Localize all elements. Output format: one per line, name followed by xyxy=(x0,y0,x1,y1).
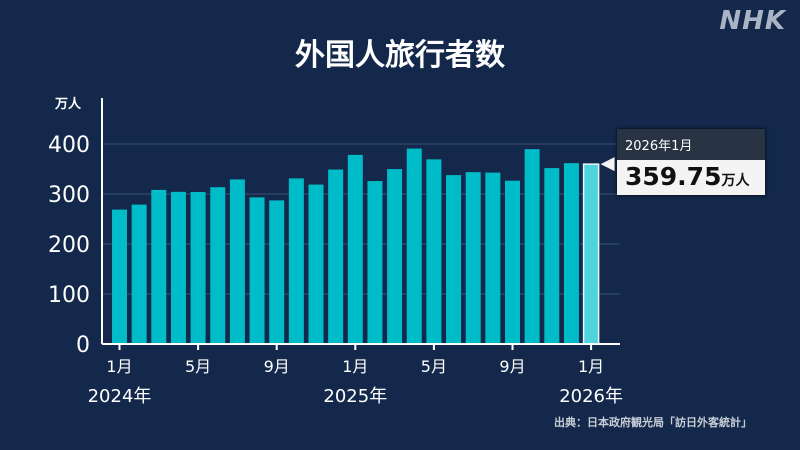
x-tick-label: 9月 xyxy=(499,357,525,376)
tooltip-value: 359.75 xyxy=(625,162,722,191)
x-tick-label: 5月 xyxy=(185,357,211,376)
bar-2024-06 xyxy=(210,187,226,344)
bar-2025-01 xyxy=(347,154,363,344)
bar-2025-11 xyxy=(544,168,560,344)
y-tick-label: 0 xyxy=(76,333,90,358)
bar-2024-12 xyxy=(328,169,344,344)
x-tick-label: 1月 xyxy=(578,357,604,376)
y-axis-unit: 万人 xyxy=(54,96,82,112)
bar-2024-11 xyxy=(308,184,324,344)
nhk-logo: NHK xyxy=(719,6,786,36)
y-tick-label: 400 xyxy=(48,133,90,158)
x-tick-label: 1月 xyxy=(106,357,132,376)
tooltip-unit: 万人 xyxy=(721,173,750,189)
bar-2024-09 xyxy=(269,200,285,344)
x-year-label: 2024年 xyxy=(88,386,152,407)
bar-2025-02 xyxy=(367,181,383,344)
x-year-label: 2026年 xyxy=(559,386,623,407)
bar-2024-04 xyxy=(170,191,186,344)
x-tick-label: 1月 xyxy=(342,357,368,376)
bar-2025-07 xyxy=(465,172,481,344)
x-year-label: 2025年 xyxy=(323,386,387,407)
bar-2024-05 xyxy=(190,192,206,344)
bar-2024-10 xyxy=(288,178,304,344)
x-tick-label: 5月 xyxy=(421,357,447,376)
y-tick-label: 300 xyxy=(48,183,90,208)
bar-2025-09 xyxy=(505,180,520,344)
bar-2024-08 xyxy=(249,197,265,344)
bar-2024-07 xyxy=(229,179,245,344)
bar-2025-05 xyxy=(426,159,442,344)
bar-2025-10 xyxy=(524,149,540,344)
bar-2024-03 xyxy=(151,189,167,344)
bar-2024-02 xyxy=(131,204,147,344)
bar-2025-06 xyxy=(446,175,462,344)
bar-2026-01 xyxy=(582,163,600,345)
source-note: 出典：日本政府観光局「訪日外客統計」 xyxy=(554,416,752,429)
chart-title: 外国人旅行者数 xyxy=(295,38,505,73)
bar-2025-12 xyxy=(563,163,579,344)
bar-2024-01 xyxy=(112,209,127,344)
tooltip-pointer xyxy=(600,157,615,172)
tooltip-label: 2026年1月 xyxy=(617,129,765,160)
bar-2025-03 xyxy=(387,169,403,344)
bar-2025-04 xyxy=(406,148,422,344)
y-tick-label: 200 xyxy=(48,233,90,258)
x-tick-label: 9月 xyxy=(264,357,290,376)
bar-2025-08 xyxy=(485,172,501,344)
value-tooltip: 2026年1月 359.75万人 xyxy=(617,129,765,195)
y-tick-label: 100 xyxy=(48,283,90,308)
